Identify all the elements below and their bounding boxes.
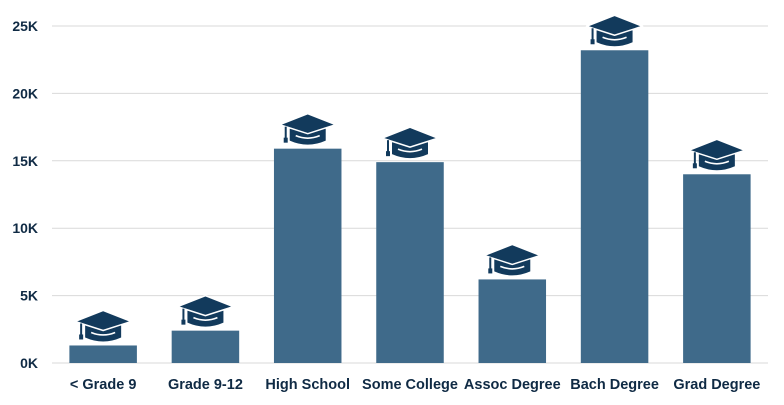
x-tick-label: Some College [362, 377, 458, 393]
graduation-caps [74, 14, 746, 342]
y-tick-label: 15K [12, 153, 38, 169]
y-tick-label: 25K [12, 18, 38, 34]
graduation-cap-icon [381, 126, 439, 159]
bar [683, 174, 751, 363]
x-tick-label: < Grade 9 [70, 377, 137, 393]
graduation-cap-icon [688, 138, 746, 171]
y-tick-label: 20K [12, 85, 38, 101]
bar [376, 162, 444, 363]
bar [580, 50, 649, 363]
y-axis: 0K 5K 10K 15K 20K 25K [12, 18, 38, 371]
x-tick-label: Assoc Degree [464, 377, 561, 393]
y-tick-label: 5K [20, 288, 38, 304]
graduation-cap-icon [278, 112, 337, 145]
x-tick-label: Grade 9-12 [168, 377, 243, 393]
graduation-cap-icon [585, 14, 644, 47]
graduation-cap-icon [74, 309, 132, 342]
x-tick-label: Bach Degree [570, 377, 659, 393]
bar [478, 279, 547, 363]
x-tick-label: Grad Degree [673, 377, 760, 393]
graduation-cap-icon [176, 294, 235, 327]
x-tick-label: High School [265, 377, 350, 393]
bar [69, 345, 137, 363]
graduation-cap-icon [483, 243, 542, 276]
y-tick-label: 10K [12, 220, 38, 236]
bars [69, 50, 751, 363]
bar [273, 148, 342, 363]
bar [171, 330, 240, 363]
x-axis: < Grade 9 Grade 9-12 High School Some Colle… [70, 377, 760, 393]
y-tick-label: 0K [20, 355, 38, 371]
